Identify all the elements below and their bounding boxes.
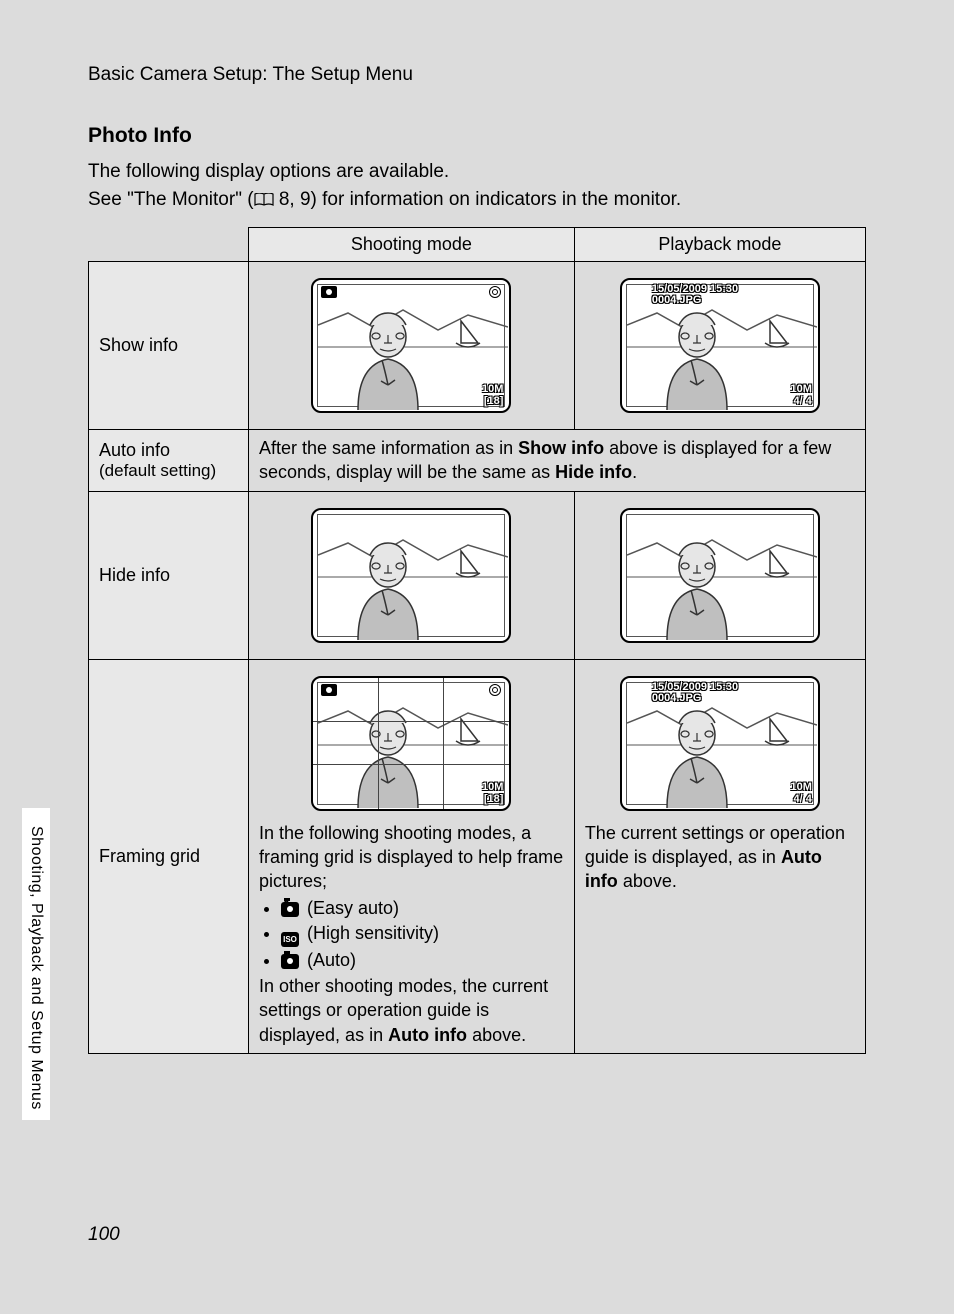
- intro-line-2: See "The Monitor" ( 8, 9) for informatio…: [88, 186, 866, 214]
- lcd-screen: 15/05/2009 15:300004.JPG 10M4/ 4: [620, 278, 820, 413]
- book-icon: [254, 193, 274, 207]
- lcd-status: 10M[18]: [482, 383, 503, 407]
- camera-icon: [321, 286, 337, 298]
- lcd-screen: [311, 508, 511, 643]
- row-label-framing-grid: Framing grid: [89, 659, 249, 1053]
- table-row: Framing grid 10M[18] In the following sh…: [89, 659, 866, 1053]
- side-tab-label: Shooting, Playback and Setup Menus: [27, 826, 45, 1110]
- lcd-screen: 10M[18]: [311, 676, 511, 811]
- row-label-show-info: Show info: [89, 262, 249, 430]
- table-row: Auto info (default setting) After the sa…: [89, 430, 866, 492]
- header-playback-mode: Playback mode: [574, 228, 865, 262]
- row-label-auto-info: Auto info (default setting): [89, 430, 249, 492]
- section-title: Photo Info: [88, 124, 866, 148]
- easy-auto-icon: [281, 902, 299, 917]
- row-label-hide-info: Hide info: [89, 491, 249, 659]
- header-shooting-mode: Shooting mode: [249, 228, 575, 262]
- cell-framing-playback: 15/05/2009 15:300004.JPG 10M4/ 4 The cur…: [574, 659, 865, 1053]
- breadcrumb: Basic Camera Setup: The Setup Menu: [88, 64, 866, 86]
- side-tab: Shooting, Playback and Setup Menus: [22, 808, 50, 1120]
- cell-hideinfo-shooting: [249, 491, 575, 659]
- table-row: Show info 10M[18] 15/05/2009 15:300004.J…: [89, 262, 866, 430]
- table-row: Hide info: [89, 491, 866, 659]
- cell-framing-shooting: 10M[18] In the following shooting modes,…: [249, 659, 575, 1053]
- list-item: (Easy auto): [281, 896, 564, 920]
- cell-showinfo-playback: 15/05/2009 15:300004.JPG 10M4/ 4: [574, 262, 865, 430]
- lcd-date-filename: 15/05/2009 15:300004.JPG: [652, 682, 738, 704]
- list-item: ISO (High sensitivity): [281, 921, 564, 947]
- cell-showinfo-shooting: 10M[18]: [249, 262, 575, 430]
- camera-icon: [321, 684, 337, 696]
- photo-info-table: Shooting mode Playback mode Show info 10…: [88, 227, 866, 1054]
- header-blank: [89, 228, 249, 262]
- lcd-status: 10M[18]: [482, 781, 503, 805]
- mode-list: (Easy auto) ISO (High sensitivity) (Auto…: [281, 896, 564, 973]
- lcd-date-filename: 15/05/2009 15:300004.JPG: [652, 284, 738, 306]
- list-item: (Auto): [281, 948, 564, 972]
- page-number: 100: [88, 1224, 120, 1246]
- lcd-screen: 15/05/2009 15:300004.JPG 10M4/ 4: [620, 676, 820, 811]
- intro-line-1: The following display options are availa…: [88, 158, 866, 186]
- lcd-screen: [620, 508, 820, 643]
- cell-hideinfo-playback: [574, 491, 865, 659]
- cell-autoinfo-text: After the same information as in Show in…: [249, 430, 866, 492]
- high-sensitivity-icon: ISO: [281, 932, 299, 947]
- lcd-count: 10M4/ 4: [791, 781, 812, 805]
- lcd-screen: 10M[18]: [311, 278, 511, 413]
- auto-icon: [281, 954, 299, 969]
- lcd-count: 10M4/ 4: [791, 383, 812, 407]
